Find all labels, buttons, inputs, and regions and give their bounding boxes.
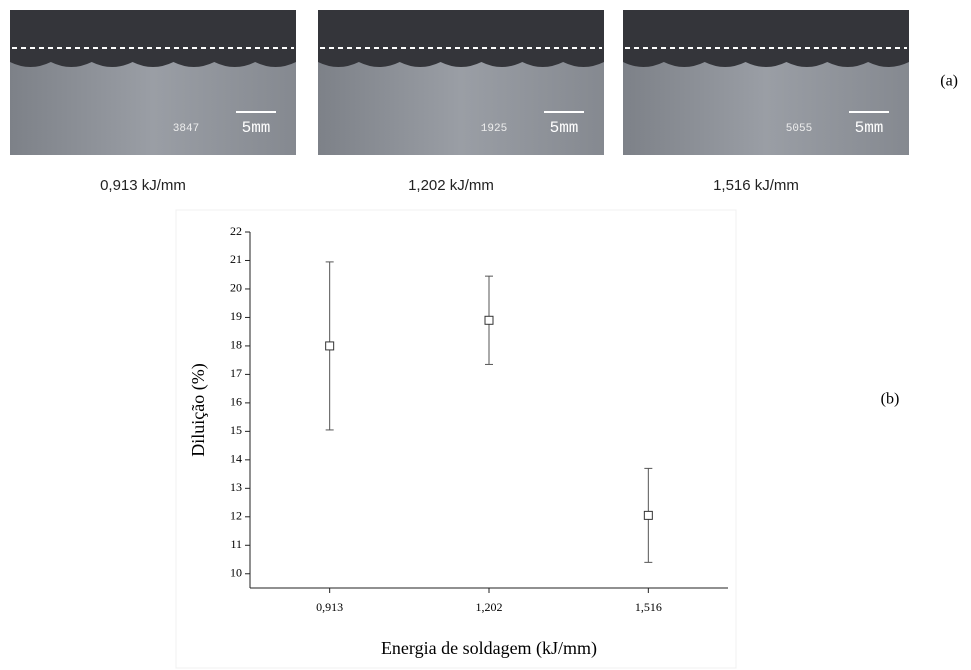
y-tick-label: 21 xyxy=(230,252,242,266)
x-tick-label: 0,913 xyxy=(316,600,343,614)
y-tick-label: 20 xyxy=(230,281,242,295)
y-tick-label: 16 xyxy=(230,395,242,409)
y-tick-label: 10 xyxy=(230,566,242,580)
scale-label: 5mm xyxy=(550,119,579,137)
y-tick-label: 14 xyxy=(230,452,242,466)
sample-id: 1925 xyxy=(481,123,507,135)
y-tick-label: 12 xyxy=(230,509,242,523)
y-tick-label: 13 xyxy=(230,480,242,494)
weld-bead xyxy=(318,10,604,67)
weld-bead xyxy=(10,10,296,67)
sample-id: 5055 xyxy=(786,123,812,135)
y-tick-label: 18 xyxy=(230,338,242,352)
y-axis-title: Diluição (%) xyxy=(188,363,209,456)
panel-label: (b) xyxy=(881,391,900,408)
photo-caption: 1,202 kJ/mm xyxy=(408,177,494,194)
y-tick-label: 17 xyxy=(230,366,242,380)
y-tick-label: 11 xyxy=(230,537,242,551)
y-tick-label: 19 xyxy=(230,309,242,323)
photo-caption: 1,516 kJ/mm xyxy=(713,177,799,194)
y-tick-label: 22 xyxy=(230,224,242,238)
sample-id: 3847 xyxy=(173,123,199,135)
data-point xyxy=(643,510,653,520)
y-tick-label: 15 xyxy=(230,423,242,437)
x-tick-label: 1,516 xyxy=(635,600,662,614)
scale-label: 5mm xyxy=(855,119,884,137)
panel-label: (a) xyxy=(940,73,958,90)
chart-frame xyxy=(175,209,737,669)
scale-label: 5mm xyxy=(242,119,271,137)
photo-caption: 0,913 kJ/mm xyxy=(100,177,186,194)
x-tick-label: 1,202 xyxy=(476,600,503,614)
data-point xyxy=(325,341,335,351)
weld-bead xyxy=(623,10,909,67)
data-point xyxy=(484,315,494,325)
x-axis-title: Energia de soldagem (kJ/mm) xyxy=(381,638,597,659)
